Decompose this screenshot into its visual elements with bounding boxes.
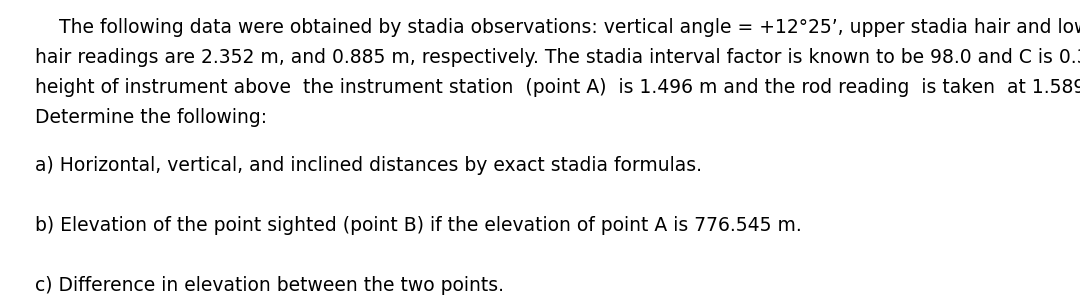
Text: height of instrument above  the instrument station  (point A)  is 1.496 m and th: height of instrument above the instrumen… — [35, 78, 1080, 97]
Text: b) Elevation of the point sighted (point B) if the elevation of point A is 776.5: b) Elevation of the point sighted (point… — [35, 216, 801, 235]
Text: a) Horizontal, vertical, and inclined distances by exact stadia formulas.: a) Horizontal, vertical, and inclined di… — [35, 156, 702, 175]
Text: The following data were obtained by stadia observations: vertical angle = +12°25: The following data were obtained by stad… — [35, 18, 1080, 37]
Text: Determine the following:: Determine the following: — [35, 108, 267, 127]
Text: c) Difference in elevation between the two points.: c) Difference in elevation between the t… — [35, 276, 504, 295]
Text: hair readings are 2.352 m, and 0.885 m, respectively. The stadia interval factor: hair readings are 2.352 m, and 0.885 m, … — [35, 48, 1080, 67]
